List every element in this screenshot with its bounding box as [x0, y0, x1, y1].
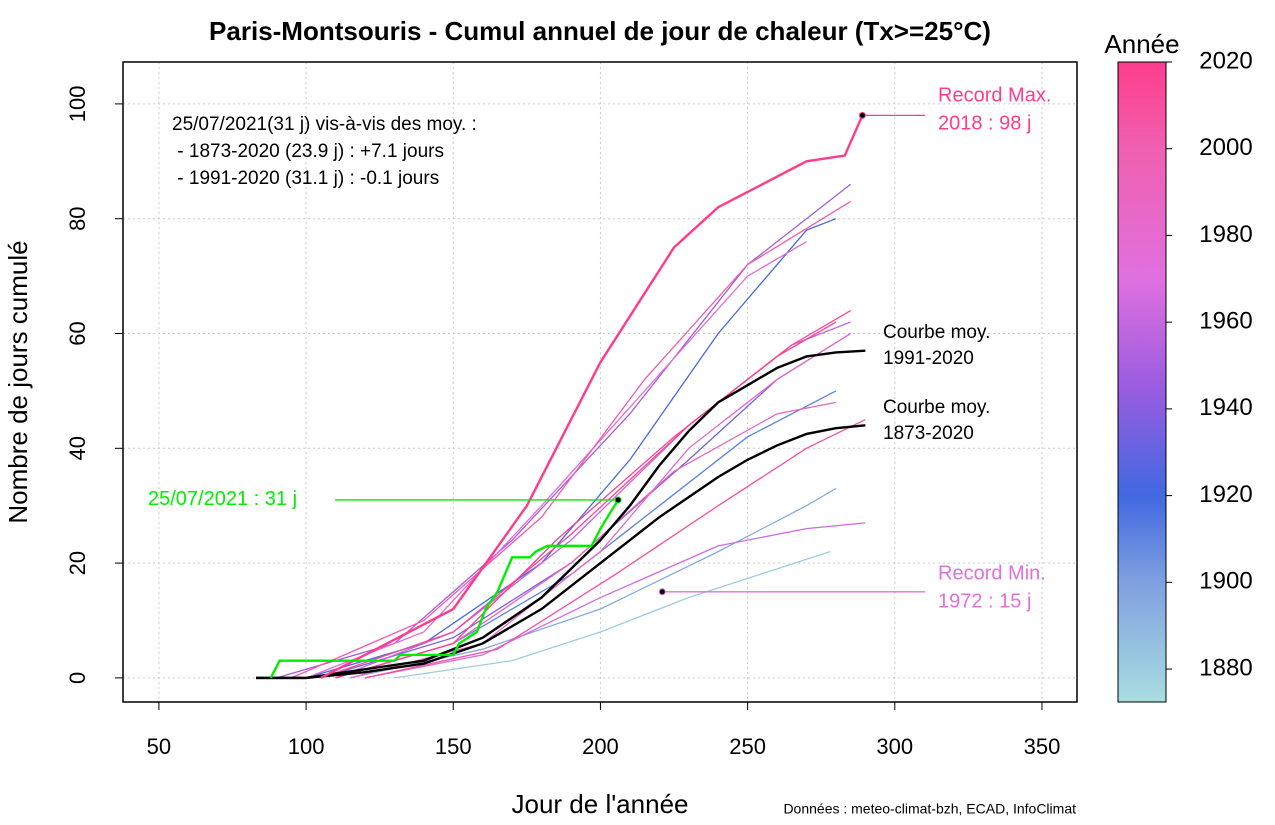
colorbar-tick-label: 1920: [1199, 481, 1252, 508]
point: [858, 111, 866, 119]
x-axis-label: Jour de l'année: [512, 789, 689, 819]
year-line: [335, 390, 837, 679]
year-line: [350, 332, 851, 679]
series-line: [256, 349, 866, 680]
y-axis-label: Nombre de jours cumulé: [3, 240, 33, 523]
series-label: Courbe moy.: [883, 397, 990, 418]
year-line: [335, 321, 837, 679]
annotation: Record Max.: [938, 84, 1051, 106]
x-tick-label: 150: [435, 734, 472, 759]
colorbar-tick-label: 2000: [1199, 134, 1252, 161]
y-tick-label: 100: [65, 86, 90, 123]
plot-frame: [122, 61, 1078, 703]
year-line: [320, 309, 851, 679]
colorbar-tick-label: 1960: [1199, 308, 1252, 335]
y-tick-label: 20: [65, 551, 90, 575]
series-label: 1873-2020: [883, 423, 974, 444]
chart-title: Paris-Montsouris - Cumul annuel de jour …: [209, 16, 991, 46]
point: [658, 588, 666, 596]
year-line: [291, 200, 851, 679]
colorbar-tick-label: 1900: [1199, 568, 1252, 595]
annotation: 25/07/2021 : 31 j: [148, 488, 297, 510]
year-line: [364, 522, 866, 679]
colorbar-tick-label: 1980: [1199, 221, 1252, 248]
series-label: Courbe moy.: [883, 322, 990, 343]
x-tick-label: 50: [147, 734, 171, 759]
year-line: [335, 321, 851, 679]
year-line: [394, 550, 831, 679]
colorbar: [1117, 61, 1167, 703]
source: Données : meteo-climat-bzh, ECAD, InfoCl…: [783, 801, 1076, 817]
colorbar-tick-label: 1880: [1199, 654, 1252, 681]
annotation: 1972 : 15 j: [938, 590, 1031, 612]
colorbar-tick-label: 1940: [1199, 394, 1252, 421]
annotation: 25/07/2021(31 j) vis-à-vis des moy. :: [172, 114, 477, 135]
colorbar-tick-label: 2020: [1199, 47, 1252, 74]
x-tick-label: 250: [729, 734, 766, 759]
annotation: Record Min.: [938, 562, 1046, 584]
y-tick-label: 60: [65, 321, 90, 345]
x-tick-label: 300: [876, 734, 913, 759]
series-line: [269, 499, 620, 679]
x-tick-label: 350: [1024, 734, 1061, 759]
year-line: [364, 419, 866, 679]
y-tick-label: 80: [65, 206, 90, 230]
annotation: - 1991-2020 (31.1 j) : -0.1 jours: [172, 168, 439, 189]
x-tick-label: 100: [288, 734, 325, 759]
annotation: 2018 : 98 j: [938, 112, 1031, 134]
y-tick-label: 40: [65, 436, 90, 460]
series-line: [256, 424, 866, 680]
annotation: - 1873-2020 (23.9 j) : +7.1 jours: [172, 141, 444, 162]
colorbar-title: Année: [1104, 29, 1179, 59]
series-label: 1991-2020: [883, 348, 974, 369]
year-line: [305, 218, 837, 679]
x-tick-label: 200: [582, 734, 619, 759]
year-line: [320, 332, 851, 679]
point: [614, 496, 622, 504]
y-tick-label: 0: [65, 672, 90, 684]
year-line: [276, 183, 852, 679]
series-line: [320, 114, 864, 679]
year-line: [350, 487, 837, 679]
